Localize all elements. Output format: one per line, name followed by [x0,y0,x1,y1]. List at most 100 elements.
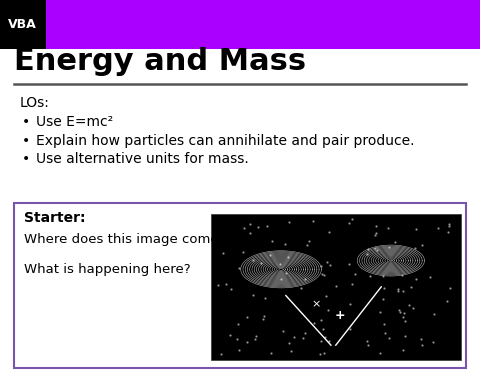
Point [285,340,293,346]
Point [372,224,380,230]
Point [248,257,256,263]
Point [445,223,453,229]
Point [345,261,353,267]
Point [410,305,418,311]
Text: Energy and Mass: Energy and Mass [14,47,306,76]
Point [264,223,272,229]
Point [320,272,328,278]
Point [408,284,416,290]
Point [376,309,384,315]
Point [405,302,413,308]
Text: VBA: VBA [8,18,37,31]
Point [380,285,388,291]
Point [246,221,254,227]
Point [418,242,426,248]
Point [412,276,420,282]
FancyBboxPatch shape [211,214,460,360]
Point [399,288,407,294]
Point [310,218,318,224]
Point [417,336,425,342]
Point [258,260,266,266]
Point [348,281,356,287]
Point [426,274,434,280]
Text: Use alternative units for mass.: Use alternative units for mass. [36,152,248,166]
Point [290,334,298,340]
Point [371,232,379,238]
Point [226,332,234,338]
Point [281,241,289,247]
Point [222,281,230,287]
Point [286,219,294,225]
Point [254,224,262,230]
Point [252,333,260,339]
Point [348,216,356,222]
Point [372,247,380,253]
Point [444,229,452,235]
Point [345,220,353,226]
Point [319,326,327,332]
Point [305,238,313,244]
Point [363,251,371,257]
Point [400,347,407,353]
Point [351,270,359,276]
Point [384,225,392,231]
Point [428,339,436,345]
Point [310,320,318,326]
Point [380,321,388,327]
Point [242,339,250,345]
Point [418,342,426,348]
Point [366,273,374,279]
Point [346,326,354,332]
Point [301,276,309,282]
Point [214,282,222,288]
Point [400,333,408,339]
Point [266,252,274,258]
Point [399,314,407,320]
Point [396,309,404,315]
Text: Starter:: Starter: [24,210,86,225]
Point [282,270,290,276]
Text: LOs:: LOs: [19,96,49,110]
FancyBboxPatch shape [0,0,46,49]
Point [260,313,268,319]
Text: ×: × [312,299,321,309]
Point [233,336,241,342]
Point [249,292,257,298]
Point [372,245,380,251]
Point [317,338,325,344]
Point [317,317,325,323]
Text: Use E=mc²: Use E=mc² [36,115,113,129]
Text: Explain how particles can annihilate and pair produce.: Explain how particles can annihilate and… [36,134,414,148]
Point [394,286,402,292]
Point [362,338,370,344]
Point [394,308,402,314]
Point [320,350,328,356]
FancyBboxPatch shape [0,0,480,49]
Point [325,229,333,235]
Point [301,330,309,336]
Point [386,335,394,341]
Point [412,226,420,232]
Point [332,283,340,289]
Point [234,321,241,327]
Point [268,238,276,244]
Point [284,254,292,260]
Point [394,288,402,294]
Point [326,262,334,268]
Point [401,318,409,324]
Point [318,271,326,277]
Text: Where does this image come from?: Where does this image come from? [24,234,260,246]
Point [243,314,251,320]
FancyBboxPatch shape [14,202,466,368]
Point [410,244,418,250]
Point [287,348,295,354]
Point [430,312,438,318]
Point [322,334,330,340]
Point [323,259,331,265]
Point [240,249,248,255]
Text: •: • [22,152,30,166]
Point [400,310,408,316]
Point [380,296,388,302]
Point [446,285,454,291]
Point [381,330,389,336]
